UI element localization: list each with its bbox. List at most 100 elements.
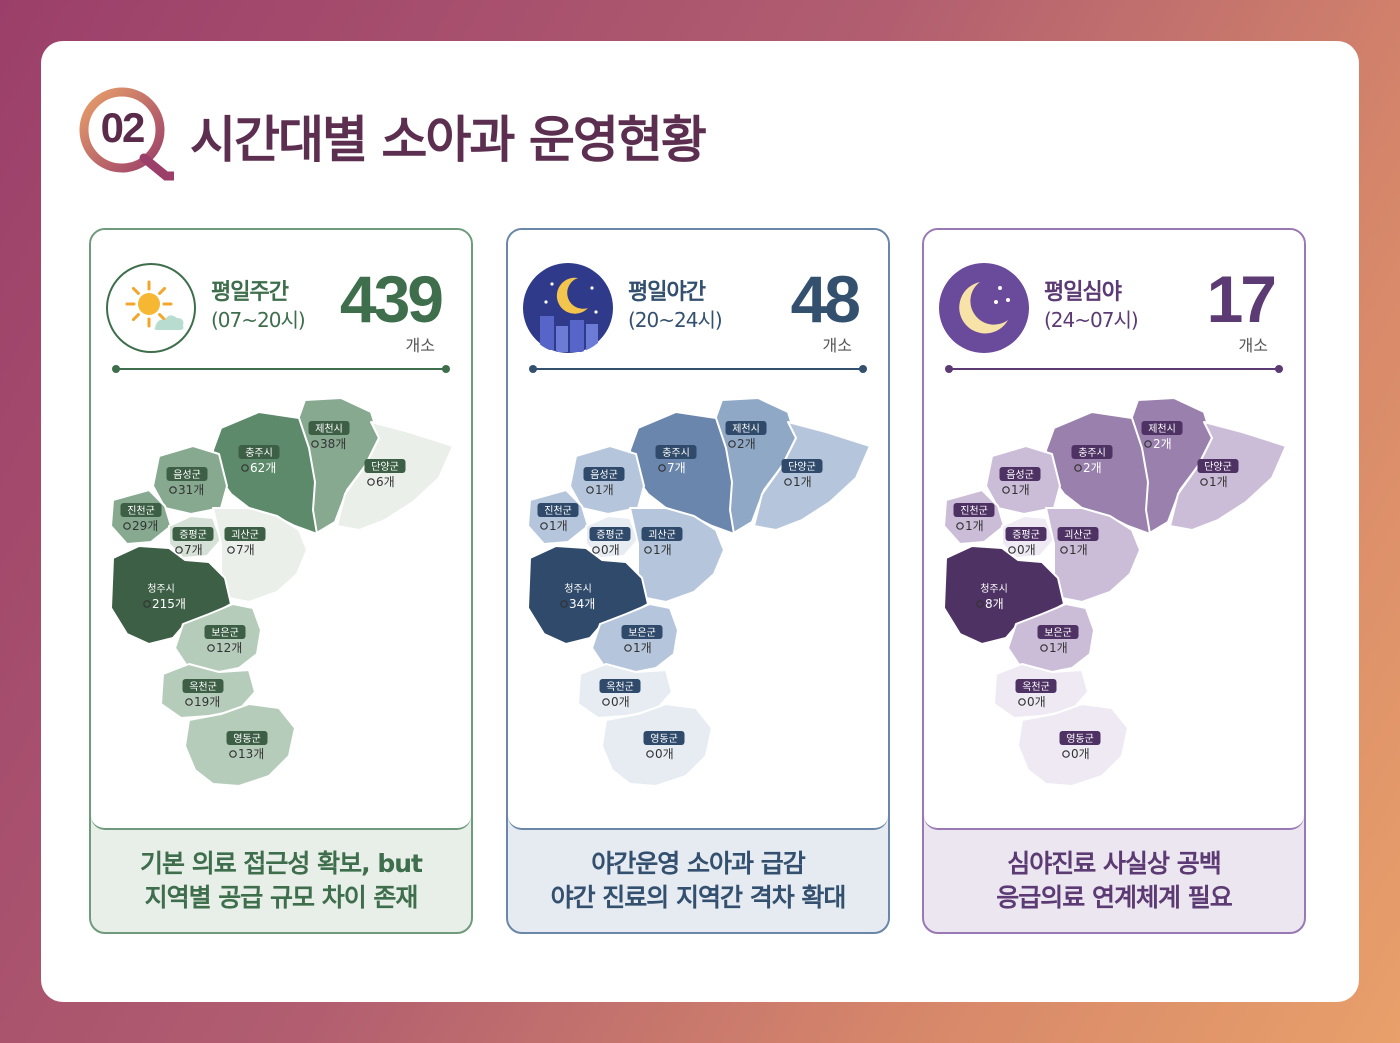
region-tag: [224, 527, 266, 541]
total-count: 439: [339, 262, 444, 336]
region-name: 보은군: [1044, 627, 1072, 639]
region-count: 1개: [965, 519, 984, 533]
region-tag: [953, 503, 995, 517]
location-pin-icon: [602, 698, 610, 706]
region-name: 제천시: [1148, 423, 1176, 435]
region-name: 단양군: [1204, 461, 1232, 473]
location-pin-icon: [976, 600, 984, 608]
region-count: 1개: [633, 641, 652, 655]
location-pin-icon: [175, 546, 183, 554]
location-pin-icon: [624, 644, 632, 652]
region-count: 19개: [194, 695, 220, 709]
region-name: 옥천군: [606, 681, 634, 693]
region-name: 음성군: [590, 469, 618, 481]
region-tag: [537, 503, 579, 517]
region-tag: [1141, 421, 1183, 435]
divider: [945, 365, 1283, 373]
region-tag: [1015, 679, 1057, 693]
region-name: 보은군: [628, 627, 656, 639]
region-tag: [226, 731, 268, 745]
region-count: 0개: [1027, 695, 1046, 709]
region-name: 충주시: [662, 447, 690, 459]
location-pin-icon: [1062, 750, 1070, 758]
region-count: 0개: [1017, 543, 1036, 557]
region-tag: [182, 679, 224, 693]
region-tag: [641, 527, 683, 541]
region-count: 1개: [549, 519, 568, 533]
region-tag: [655, 445, 697, 459]
location-pin-icon: [185, 698, 193, 706]
region-count: 0개: [655, 747, 674, 761]
total-unit: 개소: [1238, 336, 1268, 355]
region-tag: [1037, 625, 1079, 639]
period-name: 평일주간: [211, 280, 289, 305]
location-pin-icon: [143, 600, 151, 608]
region-name: 증평군: [1012, 529, 1040, 541]
region-count: 1개: [793, 475, 812, 489]
region-tag: [238, 445, 280, 459]
region-count: 2개: [1153, 437, 1172, 451]
region-count: 1개: [1049, 641, 1068, 655]
region-name: 진천군: [544, 505, 572, 517]
total-count: 17: [1206, 262, 1277, 336]
location-pin-icon: [123, 522, 131, 530]
location-pin-icon: [1008, 546, 1016, 554]
region-tag: [557, 581, 599, 595]
location-pin-icon: [1074, 464, 1082, 472]
location-pin-icon: [1018, 698, 1026, 706]
location-pin-icon: [241, 464, 249, 472]
region-tag: [308, 421, 350, 435]
location-pin-icon: [229, 750, 237, 758]
watermark-logo: 뉴스1: [1090, 933, 1249, 1010]
page-title: 시간대별 소아과 운영현황: [190, 111, 707, 169]
region-tag: [589, 527, 631, 541]
summary-line: 기본 의료 접근성 확보, but: [140, 849, 423, 878]
region-count: 38개: [320, 437, 346, 451]
total-unit: 개소: [405, 336, 435, 355]
card-summary: 야간운영 소아과 급감 야간 진료의 지역간 격차 확대: [508, 830, 888, 932]
region-name: 옥천군: [1022, 681, 1050, 693]
region-count: 62개: [250, 461, 276, 475]
region-tag: [599, 679, 641, 693]
card-weekday-late-night: 평일심야 (24~07시) 17 개소 제천시 2개 충주시 2개 단양군 1개 음성군 1개 진천군 1…: [922, 228, 1306, 934]
period-hours: (24~07시): [1044, 308, 1139, 332]
region-tag: [1005, 527, 1047, 541]
region-name: 괴산군: [1064, 529, 1092, 541]
region-tag: [140, 581, 182, 595]
region-name: 단양군: [371, 461, 399, 473]
region-count: 2개: [1083, 461, 1102, 475]
location-pin-icon: [658, 464, 666, 472]
card-summary: 기본 의료 접근성 확보, but 지역별 공급 규모 차이 존재: [91, 830, 471, 932]
summary-line: 응급의료 연계체계 필요: [996, 883, 1232, 912]
moon-stars-icon: [938, 262, 1030, 354]
region-count: 0개: [1071, 747, 1090, 761]
region-count: 0개: [601, 543, 620, 557]
region-tag: [583, 467, 625, 481]
region-name: 진천군: [127, 505, 155, 517]
region-name: 영동군: [233, 733, 261, 745]
card-body: 평일야간 (20~24시) 48 개소 제천시 2개 충주시 7개 단양군 1개 음성군 1개 진천군 1…: [508, 230, 888, 830]
region-name: 괴산군: [648, 529, 676, 541]
region-name: 괴산군: [231, 529, 259, 541]
section-number: 02: [100, 104, 146, 151]
card-body: 평일주간 (07~20시) 439 개소 제천시 38개 충주시 62개 단양군 6개 음성군 31개…: [91, 230, 471, 830]
location-pin-icon: [540, 522, 548, 530]
region-name: 영동군: [650, 733, 678, 745]
location-pin-icon: [956, 522, 964, 530]
region-name: 제천시: [732, 423, 760, 435]
moon-city-icon: [522, 262, 614, 354]
location-pin-icon: [1200, 478, 1208, 486]
region-tag: [172, 527, 214, 541]
total-unit: 개소: [822, 336, 852, 355]
location-pin-icon: [1040, 644, 1048, 652]
location-pin-icon: [1002, 486, 1010, 494]
location-pin-icon: [592, 546, 600, 554]
region-name: 옥천군: [189, 681, 217, 693]
region-count: 1개: [1011, 483, 1030, 497]
location-pin-icon: [784, 478, 792, 486]
region-tag: [1057, 527, 1099, 541]
summary-line: 야간 진료의 지역간 격차 확대: [550, 883, 847, 912]
region-name: 음성군: [173, 469, 201, 481]
